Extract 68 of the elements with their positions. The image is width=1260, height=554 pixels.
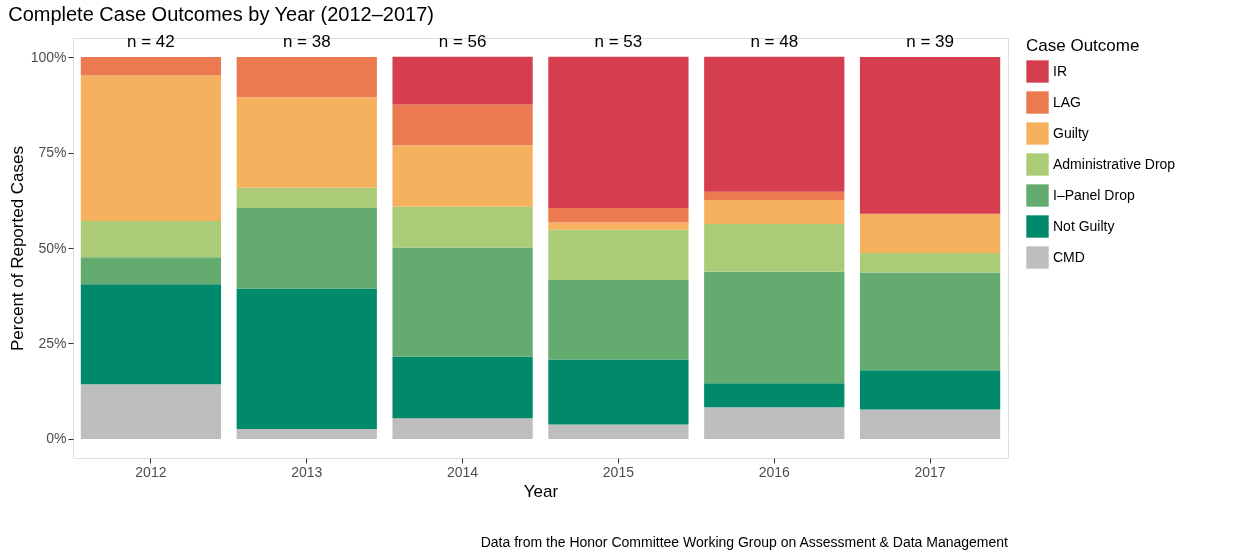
annotation: n = 53: [594, 32, 643, 52]
bar: [548, 222, 689, 230]
bar: [704, 383, 845, 408]
bar: [80, 284, 222, 385]
legend-label: LAG: [1053, 93, 1082, 110]
bar: [548, 229, 689, 281]
bar: [80, 257, 222, 285]
bar: [236, 57, 377, 98]
bar: [80, 75, 222, 221]
bar: [548, 56, 689, 208]
annotation: n = 48: [750, 32, 799, 52]
bar: [704, 199, 845, 224]
text: Data from the Honor Committee Working Group on Assessment & Data Management: [480, 534, 1009, 550]
bar: [236, 288, 377, 429]
legend-label: Not Guilty: [1053, 217, 1115, 234]
bar: [704, 271, 845, 384]
y-tick-label: 25%: [38, 334, 67, 351]
bar: [859, 252, 1001, 273]
x-tick-label: 2014: [447, 463, 479, 480]
bar: [548, 207, 689, 223]
bar: [859, 57, 1001, 214]
x-tick-label: 2012: [135, 463, 167, 480]
annotation: n = 42: [127, 32, 175, 52]
bar: [392, 206, 533, 248]
x-tick-label: 2015: [602, 463, 635, 480]
bar: [392, 418, 533, 439]
bar: [704, 407, 845, 439]
annotation: n = 56: [438, 32, 487, 52]
x-tick-label: 2017: [914, 463, 946, 480]
bar: [704, 223, 845, 272]
bar: [392, 247, 533, 357]
bar: [80, 384, 222, 439]
bar: [80, 57, 222, 76]
y-tick-label: 50%: [38, 239, 67, 256]
chart-title: Complete Case Outcomes by Year (2012–2017): [8, 3, 435, 26]
bar: [704, 191, 845, 200]
bar: [859, 370, 1001, 410]
bar: [236, 187, 377, 208]
bar: [392, 145, 533, 207]
annotation: n = 38: [282, 32, 331, 52]
legend-label: Guilty: [1053, 124, 1089, 141]
bar: [548, 359, 689, 425]
bar: [392, 104, 533, 146]
bar: [548, 280, 689, 360]
bar: [236, 207, 377, 289]
y-tick-label: 0%: [46, 430, 67, 447]
y-tick-label: 75%: [38, 144, 67, 161]
legend-label: IR: [1053, 62, 1067, 79]
y-tick-label: 100%: [30, 48, 67, 65]
bar: [392, 356, 533, 419]
bar: [236, 428, 377, 439]
bar: [859, 272, 1001, 371]
legend-label: I–Panel Drop: [1053, 186, 1135, 203]
bar: [859, 213, 1001, 253]
legend-title: Case Outcome: [1026, 36, 1140, 55]
annotation: n = 39: [906, 32, 954, 52]
legend-label: Administrative Drop: [1053, 155, 1176, 172]
bar: [704, 56, 845, 192]
x-tick-label: 2016: [758, 463, 791, 480]
x-tick-label: 2013: [291, 463, 323, 480]
bar: [859, 409, 1001, 439]
bar: [236, 97, 377, 188]
bar: [80, 220, 222, 258]
x-axis-title: Year: [523, 481, 559, 501]
bar: [548, 424, 689, 439]
bar: [392, 56, 533, 105]
legend-label: CMD: [1053, 248, 1085, 265]
y-axis-title: Percent of Reported Cases: [7, 145, 27, 352]
